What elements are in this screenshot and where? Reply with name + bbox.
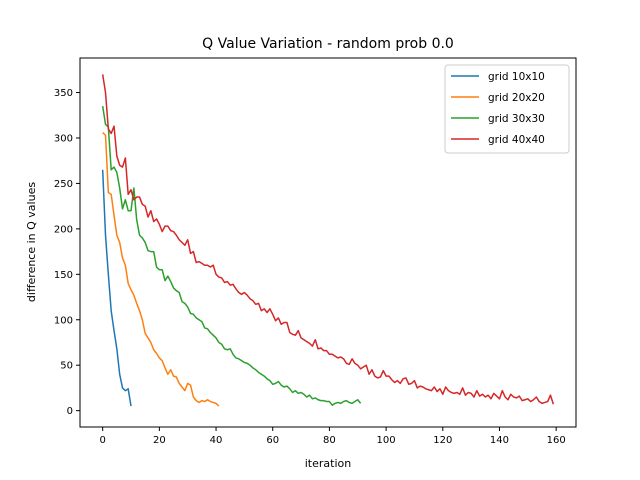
x-tick-label: 40: [210, 435, 223, 446]
y-tick-label: 200: [54, 224, 73, 235]
y-axis-label: difference in Q values: [25, 182, 38, 302]
y-tick-label: 150: [54, 270, 73, 281]
y-tick-label: 350: [54, 88, 73, 99]
series-line-3: [101, 74, 555, 405]
y-axis: 0 50 100 150 200 250 300 350: [54, 88, 80, 417]
x-tick-label: 140: [490, 435, 509, 446]
legend-label-2: grid 30x30: [488, 113, 545, 125]
x-tick-label: 160: [547, 435, 566, 446]
legend-label-0: grid 10x10: [488, 71, 545, 83]
x-tick-label: 100: [377, 435, 396, 446]
x-tick-label: 80: [323, 435, 336, 446]
y-tick-label: 100: [54, 315, 73, 326]
series-line-2: [101, 106, 362, 406]
x-axis: 0 20 40 60 80 100 120 140 160: [99, 427, 566, 446]
chart-title: Q Value Variation - random prob 0.0: [202, 36, 454, 52]
y-tick-label: 0: [67, 406, 73, 417]
legend-label-3: grid 40x40: [488, 134, 545, 146]
x-axis-label: iteration: [305, 457, 351, 470]
y-tick-label: 300: [54, 133, 73, 144]
legend-label-1: grid 20x20: [488, 92, 545, 104]
series-line-0: [101, 169, 132, 407]
x-tick-label: 20: [153, 435, 166, 446]
legend: grid 10x10 grid 20x20 grid 30x30 grid 40x40: [444, 64, 570, 154]
plot-frame: [79, 57, 577, 428]
x-tick-label: 60: [266, 435, 279, 446]
x-tick-label: 0: [99, 435, 105, 446]
y-tick-label: 250: [54, 179, 73, 190]
legend-box: [444, 64, 570, 154]
plot-area: [101, 74, 555, 407]
x-tick-label: 120: [433, 435, 452, 446]
series-line-1: [102, 131, 220, 407]
y-tick-label: 50: [60, 361, 73, 372]
